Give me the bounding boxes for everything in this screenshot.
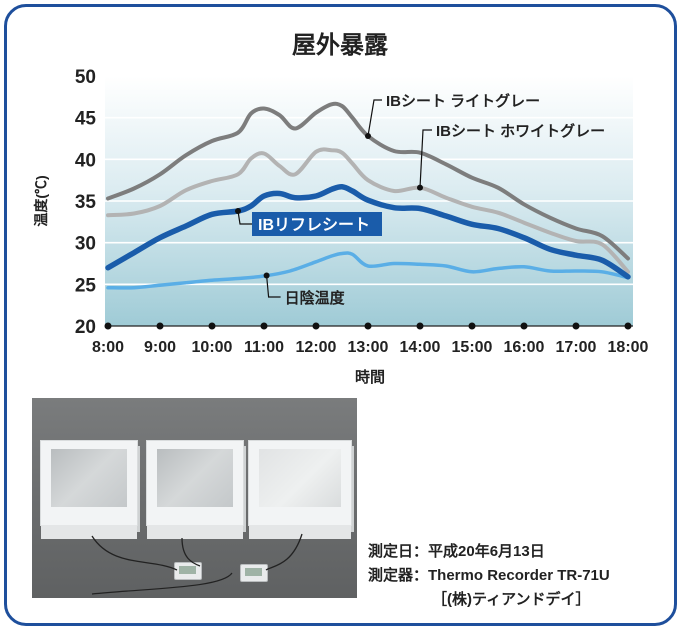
series-line-3	[106, 251, 630, 290]
y-tick-label: 40	[75, 150, 96, 171]
x-tick-label: 15:00	[452, 339, 493, 356]
y-tick-label: 50	[75, 67, 96, 88]
device-value: Thermo Recorder TR-71U	[428, 567, 610, 584]
x-tick-label: 18:00	[608, 339, 649, 356]
x-axis-ticks: 8:00 9:00 10:00 11:00 12:00 13:00 14:00 15:00 16…	[92, 322, 649, 356]
x-tick-label: 17:00	[556, 339, 597, 356]
callout-line	[237, 210, 252, 225]
series-label: 日陰温度	[285, 289, 346, 307]
maker-value: ［(株)ティアンドデイ］	[432, 591, 591, 608]
x-tick-label: 11:00	[244, 339, 284, 356]
series-line-0	[106, 101, 630, 261]
x-tick-dot	[416, 322, 424, 330]
callout-line	[266, 275, 281, 298]
x-tick-dot	[468, 322, 476, 330]
temperature-chart: 20 25 30 35 40 45 50 8:00 9:00 10:00 11:00 12:00 13…	[33, 31, 649, 386]
x-tick-dot	[312, 322, 320, 330]
x-axis-label: 時間	[355, 368, 385, 386]
series-label: IBリフレシート	[258, 217, 370, 234]
series-label: IBシート ホワイトグレー	[436, 122, 605, 140]
series-label: IBシート ライトグレー	[386, 92, 540, 110]
callout-line	[367, 99, 382, 137]
sample-panel-refle	[248, 440, 352, 539]
x-tick-label: 16:00	[504, 339, 545, 356]
experiment-photo	[32, 398, 357, 598]
x-tick-label: 9:00	[144, 339, 176, 356]
measurement-device: 測定器：Thermo Recorder TR-71U	[368, 564, 668, 585]
x-tick-dot	[364, 322, 372, 330]
device-label: 測定器：	[368, 567, 429, 584]
date-label: 測定日：	[368, 543, 429, 560]
chart-title: 屋外暴露	[292, 31, 389, 59]
date-value: 平成20年6月13日	[428, 543, 545, 560]
measurement-date: 測定日：平成20年6月13日	[368, 540, 668, 561]
x-tick-label: 14:00	[400, 339, 441, 356]
x-tick-dot	[572, 322, 580, 330]
y-axis-ticks: 20 25 30 35 40 45 50	[75, 67, 97, 338]
y-tick-label: 35	[75, 192, 97, 213]
device-maker: ［(株)ティアンドデイ］	[432, 588, 681, 609]
sample-panel-white-grey	[146, 440, 244, 539]
x-tick-dot	[624, 322, 632, 330]
x-tick-label: 13:00	[348, 339, 389, 356]
refle-label-box	[252, 212, 382, 236]
sample-panel-light-grey	[40, 440, 138, 539]
series-line-2	[105, 184, 631, 280]
sensor-cables	[91, 533, 303, 595]
series-lines	[105, 101, 631, 290]
y-axis-label: 温度(℃)	[33, 175, 49, 226]
x-tick-dot	[208, 322, 216, 330]
y-tick-label: 45	[75, 109, 97, 130]
x-tick-label: 12:00	[296, 339, 337, 356]
x-tick-dot	[520, 322, 528, 330]
y-tick-label: 20	[75, 317, 96, 338]
x-tick-dot	[260, 322, 268, 330]
thermo-recorder-2	[240, 564, 268, 582]
x-tick-dot	[104, 322, 112, 330]
x-tick-label: 10:00	[192, 339, 233, 356]
thermo-recorder-1	[174, 562, 202, 580]
series-line-1	[106, 147, 630, 274]
y-tick-label: 25	[75, 275, 97, 296]
callout-line	[419, 129, 432, 188]
y-tick-label: 30	[75, 234, 96, 255]
x-tick-dot	[156, 322, 164, 330]
x-tick-label: 8:00	[92, 339, 124, 356]
